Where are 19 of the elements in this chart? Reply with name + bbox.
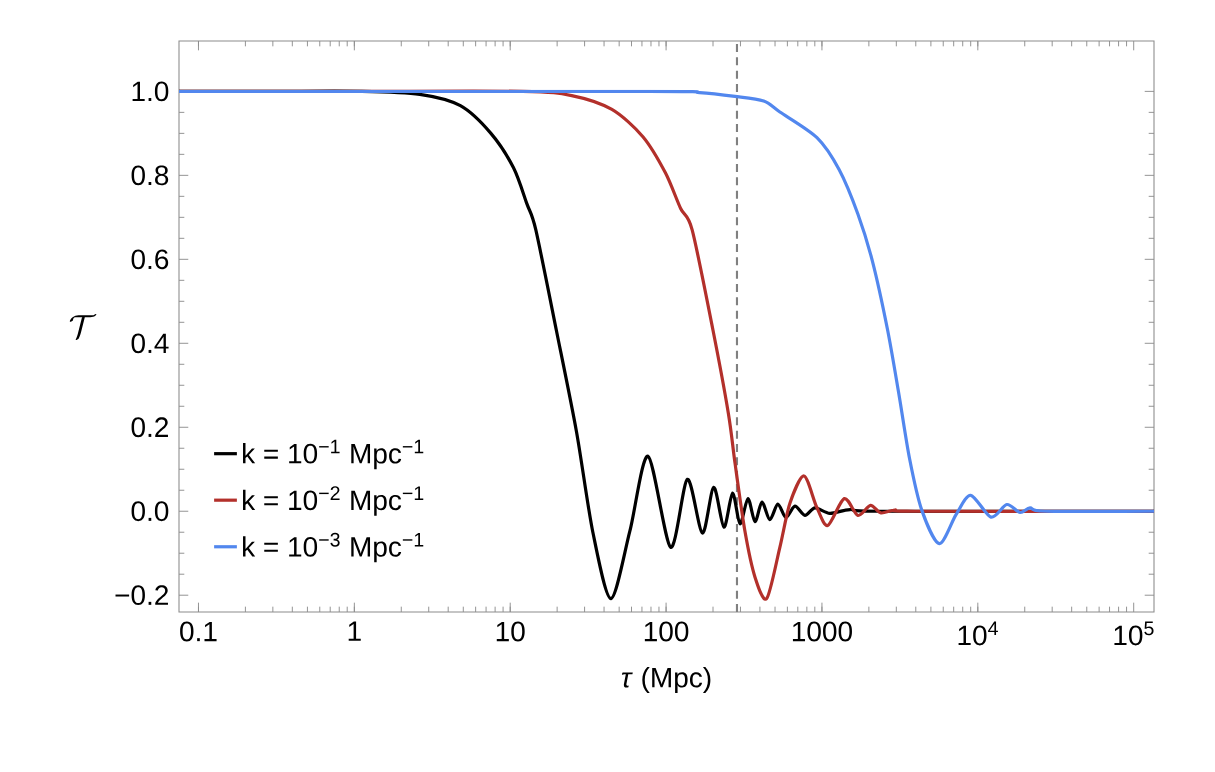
legend-label: k = 10$^{−2}$ Mpc$^{−1}$	[243, 486, 424, 516]
y-tick-label: 1.0	[132, 81, 169, 102]
legend-label: k = 10$^{−1}$ Mpc$^{−1}$	[243, 439, 424, 470]
x-tick-label: 10$^{5}$	[1114, 621, 1154, 646]
y-tick-label: 0.4	[131, 333, 169, 354]
y-axis-title: $\mathcal{T}$	[69, 314, 97, 341]
x-tick-label: 1	[348, 621, 361, 641]
y-tick-label: 0.8	[131, 165, 169, 186]
x-axis-title: τ (Mpc)	[621, 667, 711, 694]
x-tick-label: 0.1	[180, 621, 217, 642]
x-tick-label: 10$^{4}$	[958, 621, 998, 646]
y-tick-label: −0.2	[115, 585, 168, 606]
x-tick-label: 10	[496, 621, 525, 642]
y-tick-label: 0.6	[131, 249, 169, 270]
y-tick-label: 0.0	[131, 501, 169, 522]
x-tick-label: 100	[644, 621, 689, 642]
y-tick-label: 0.2	[131, 417, 168, 438]
x-tick-label: 1000	[792, 621, 852, 642]
legend-label: k = 10$^{−3}$ Mpc$^{−1}$	[243, 532, 424, 563]
